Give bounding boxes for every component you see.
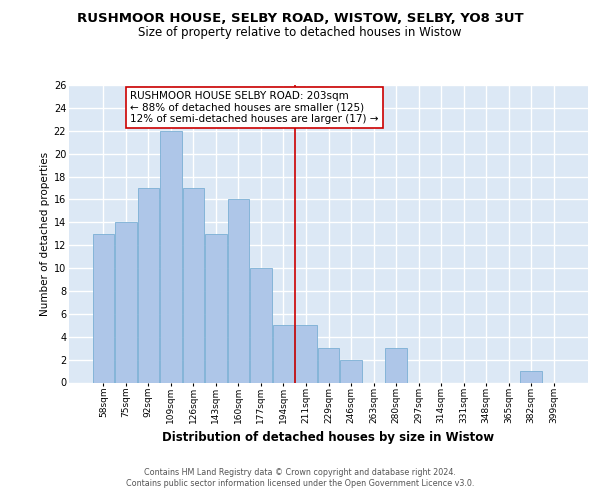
Bar: [205, 234, 227, 382]
Bar: [250, 268, 272, 382]
Text: Contains HM Land Registry data © Crown copyright and database right 2024.
Contai: Contains HM Land Registry data © Crown c…: [126, 468, 474, 487]
Bar: [92, 234, 114, 382]
Bar: [115, 222, 137, 382]
Bar: [318, 348, 339, 382]
Bar: [520, 371, 542, 382]
Bar: [160, 131, 182, 382]
X-axis label: Distribution of detached houses by size in Wistow: Distribution of detached houses by size …: [163, 432, 494, 444]
Y-axis label: Number of detached properties: Number of detached properties: [40, 152, 50, 316]
Bar: [273, 326, 294, 382]
Bar: [137, 188, 159, 382]
Text: RUSHMOOR HOUSE, SELBY ROAD, WISTOW, SELBY, YO8 3UT: RUSHMOOR HOUSE, SELBY ROAD, WISTOW, SELB…: [77, 12, 523, 26]
Bar: [385, 348, 407, 382]
Bar: [228, 200, 249, 382]
Text: RUSHMOOR HOUSE SELBY ROAD: 203sqm
← 88% of detached houses are smaller (125)
12%: RUSHMOOR HOUSE SELBY ROAD: 203sqm ← 88% …: [130, 90, 379, 124]
Bar: [340, 360, 362, 382]
Bar: [295, 326, 317, 382]
Text: Size of property relative to detached houses in Wistow: Size of property relative to detached ho…: [138, 26, 462, 39]
Bar: [182, 188, 204, 382]
